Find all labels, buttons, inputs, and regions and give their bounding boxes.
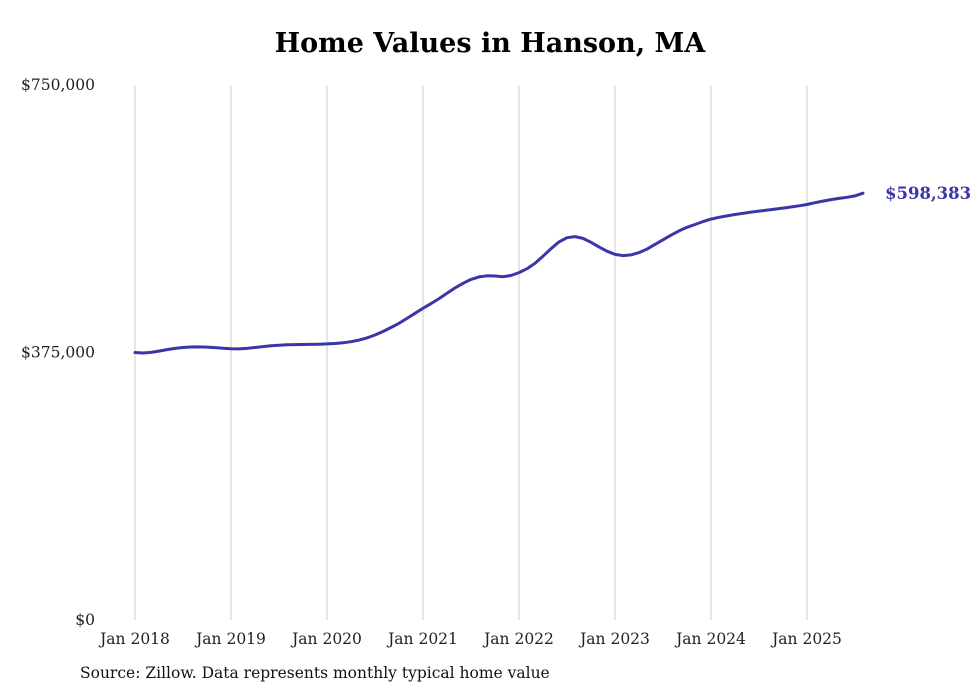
source-note: Source: Zillow. Data represents monthly … bbox=[80, 664, 550, 682]
x-axis-tick-label: Jan 2018 bbox=[98, 630, 170, 648]
x-axis-tick-label: Jan 2024 bbox=[674, 630, 746, 648]
x-axis-tick-label: Jan 2021 bbox=[386, 630, 458, 648]
y-axis-tick-label: $750,000 bbox=[21, 76, 95, 94]
x-axis-tick-label: Jan 2025 bbox=[770, 630, 842, 648]
x-axis-tick-label: Jan 2022 bbox=[482, 630, 554, 648]
x-axis-tick-label: Jan 2020 bbox=[290, 630, 362, 648]
end-value-label: $598,383 bbox=[885, 184, 971, 203]
chart-title: Home Values in Hanson, MA bbox=[274, 28, 706, 59]
home-value-line bbox=[133, 191, 865, 355]
x-axis-tick-label: Jan 2019 bbox=[194, 630, 266, 648]
y-axis-tick-label: $0 bbox=[75, 611, 95, 629]
y-axis-tick-label: $375,000 bbox=[21, 344, 95, 362]
x-axis-tick-label: Jan 2023 bbox=[578, 630, 650, 648]
